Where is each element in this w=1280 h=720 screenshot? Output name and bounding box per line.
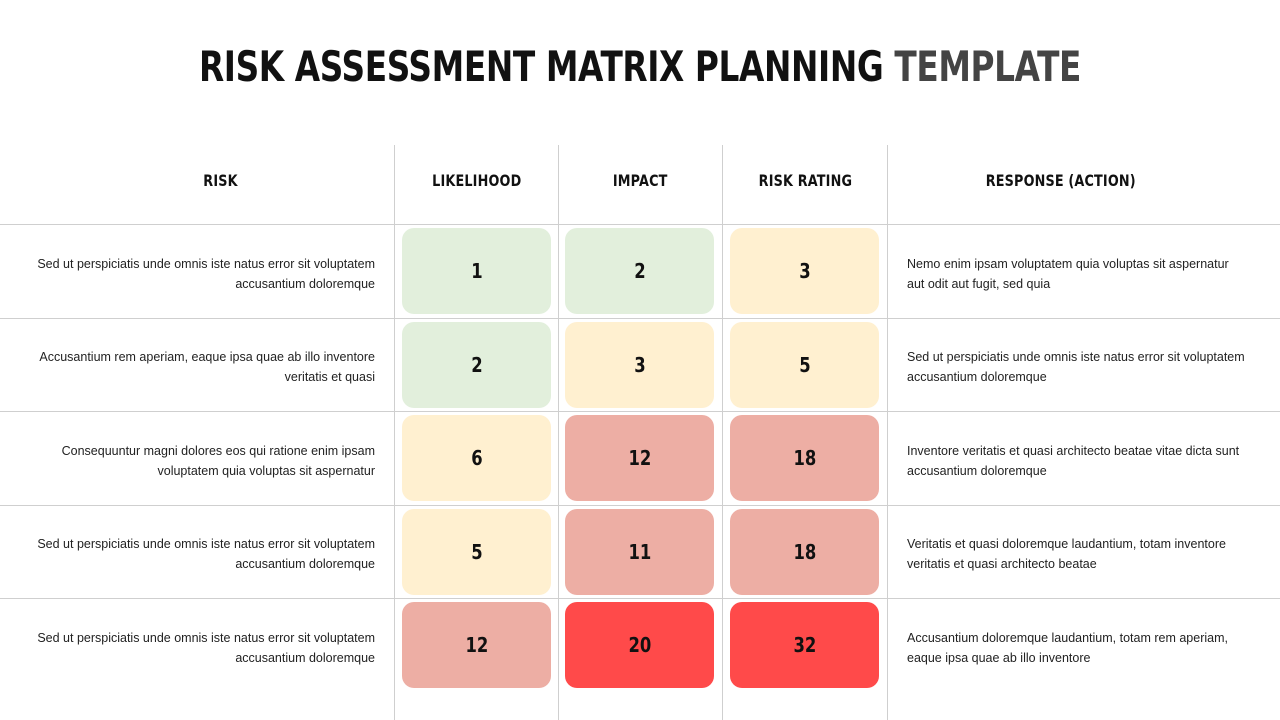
response-action: Veritatis et quasi doloremque laudantium… xyxy=(907,537,1226,571)
row-divider xyxy=(0,318,1280,319)
risk-rating-score: 18 xyxy=(730,509,879,595)
likelihood-score: 12 xyxy=(402,602,551,688)
column-divider xyxy=(887,145,888,720)
row-divider xyxy=(0,598,1280,599)
column-divider xyxy=(722,145,723,720)
response-action: Nemo enim ipsam voluptatem quia voluptas… xyxy=(907,257,1229,291)
risk-rating-score: 18 xyxy=(730,415,879,501)
row-divider xyxy=(0,411,1280,412)
likelihood-score: 2 xyxy=(402,322,551,408)
response-action: Accusantium doloremque laudantium, totam… xyxy=(907,631,1228,665)
column-divider xyxy=(394,145,395,720)
risk-description: Sed ut perspiciatis unde omnis iste natu… xyxy=(37,257,375,291)
row-divider xyxy=(0,224,1280,225)
title-accent: TEMPLATE xyxy=(894,42,1082,91)
header-response: RESPONSE (ACTION) xyxy=(985,170,1136,190)
impact-score: 2 xyxy=(565,228,714,314)
response-action: Inventore veritatis et quasi architecto … xyxy=(907,444,1240,478)
response-action: Sed ut perspiciatis unde omnis iste natu… xyxy=(907,350,1245,384)
column-divider xyxy=(558,145,559,720)
likelihood-score: 1 xyxy=(402,228,551,314)
risk-rating-score: 32 xyxy=(730,602,879,688)
header-likelihood: LIKELIHOOD xyxy=(431,170,522,190)
risk-description: Consequuntur magni dolores eos qui ratio… xyxy=(61,444,375,478)
risk-rating-score: 3 xyxy=(730,228,879,314)
impact-score: 12 xyxy=(565,415,714,501)
likelihood-score: 5 xyxy=(402,509,551,595)
title-main: RISK ASSESSMENT MATRIX PLANNING xyxy=(198,42,895,91)
header-impact: IMPACT xyxy=(613,170,668,190)
likelihood-score: 6 xyxy=(402,415,551,501)
risk-rating-score: 5 xyxy=(730,322,879,408)
page-title: RISK ASSESSMENT MATRIX PLANNING TEMPLATE xyxy=(141,42,1139,91)
row-divider xyxy=(0,505,1280,506)
header-risk-rating: RISK RATING xyxy=(758,170,852,190)
header-risk: RISK xyxy=(202,170,238,190)
impact-score: 20 xyxy=(565,602,714,688)
risk-description: Sed ut perspiciatis unde omnis iste natu… xyxy=(37,631,375,665)
impact-score: 3 xyxy=(565,322,714,408)
impact-score: 11 xyxy=(565,509,714,595)
risk-description: Sed ut perspiciatis unde omnis iste natu… xyxy=(37,537,375,571)
risk-description: Accusantium rem aperiam, eaque ipsa quae… xyxy=(39,350,375,384)
